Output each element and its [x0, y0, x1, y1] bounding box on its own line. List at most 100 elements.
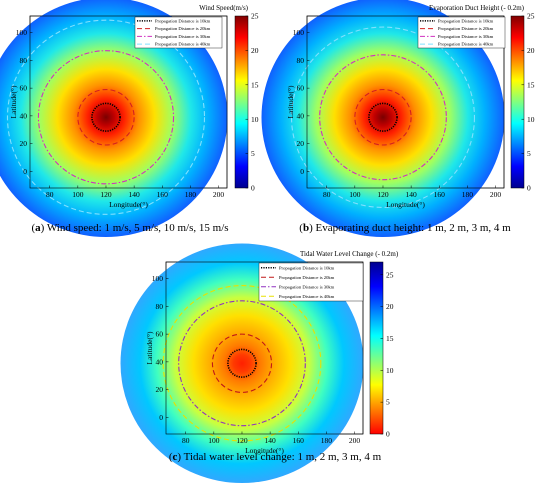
- y-tick-label: 0: [159, 413, 163, 422]
- y-tick-label: 60: [20, 84, 28, 93]
- contour-4-line: [290, 26, 475, 208]
- caption-paren: (: [169, 451, 173, 463]
- contour-1-line: [91, 102, 121, 132]
- x-tick-label: 120: [236, 436, 248, 445]
- panel-letter: a: [35, 222, 41, 234]
- x-tick-label: 120: [100, 190, 112, 199]
- legend-entry: Propagation Distance is 10km: [155, 18, 211, 23]
- panel-caption: (a) Wind speed: 1 m/s, 5 m/s, 10 m/s, 15…: [31, 222, 228, 234]
- y-tick-label: 80: [156, 302, 164, 311]
- colorbar: [369, 261, 384, 435]
- legend-entry: Propagation Distance is 40km: [438, 42, 494, 47]
- x-tick-label: 100: [208, 436, 220, 445]
- colorbar-tick-label: 20: [251, 46, 259, 55]
- caption-text: ) Wind speed: 1 m/s, 5 m/s, 10 m/s, 15 m…: [41, 222, 229, 234]
- y-tick-label: 0: [300, 167, 304, 176]
- axes-border: [306, 15, 505, 189]
- colorbar-title: Evaporation Duct Height (- 0.2m): [429, 4, 525, 12]
- y-tick-label: 80: [20, 56, 28, 65]
- legend-box: [417, 16, 506, 49]
- y-tick-label: 100: [16, 28, 28, 37]
- x-tick-label: 140: [129, 190, 141, 199]
- legend-entry: Propagation Distance is 30km: [155, 34, 211, 39]
- legend-entry: Propagation Distance is 10km: [279, 265, 335, 270]
- colorbar-tick-label: 5: [527, 149, 531, 158]
- legend: Propagation Distance is 10km Propagation …: [417, 16, 506, 49]
- caption-paren: (: [299, 222, 303, 234]
- legend-box: [134, 16, 223, 49]
- x-tick-label: 100: [72, 190, 84, 199]
- contour-2-line: [77, 88, 135, 146]
- colorbar-tick-label: 0: [251, 184, 255, 193]
- legend-entry: Propagation Distance is 10km: [438, 18, 494, 23]
- colorbar-title: Tidal Water Level Change (- 0.2m): [300, 250, 399, 258]
- colorbar-tick-label: 5: [251, 149, 255, 158]
- x-tick-label: 180: [462, 190, 474, 199]
- legend-entry: Propagation Distance is 20km: [438, 26, 494, 31]
- heatmap-field: [0, 0, 228, 237]
- y-tick-label: 60: [297, 84, 305, 93]
- legend: Propagation Distance is 10km Propagation …: [258, 262, 364, 302]
- y-tick-label: 40: [20, 111, 28, 120]
- x-axis-label: Longitude(°): [109, 200, 148, 209]
- y-tick-label: 0: [23, 167, 27, 176]
- y-tick-label: 100: [293, 28, 305, 37]
- colorbar-tick-label: 10: [527, 115, 535, 124]
- chart-panel-3: 80 100 120 140 160 180 200020406080100Longitud…: [120, 243, 399, 484]
- y-tick-label: 100: [152, 274, 164, 283]
- legend-entry: Propagation Distance is 30km: [279, 284, 335, 289]
- contour-4-line: [162, 285, 322, 442]
- colorbar-tick-label: 0: [527, 184, 531, 193]
- heatmap-field: [120, 243, 364, 484]
- panel-caption: (b) Evaporating duct height: 1 m, 2 m, 3…: [299, 222, 511, 234]
- contour-3-line: [319, 54, 447, 181]
- legend-entry: Propagation Distance is 20km: [279, 275, 335, 280]
- contour-3-line: [178, 300, 306, 427]
- y-tick-label: 60: [156, 330, 164, 339]
- contour-4-line: [6, 19, 206, 215]
- y-axis-label: Latitude(°): [9, 85, 18, 118]
- colorbar-title: Wind Speed(m/s): [199, 4, 249, 12]
- y-tick-label: 40: [156, 357, 164, 366]
- colorbar: [234, 15, 249, 189]
- y-tick-label: 80: [297, 56, 305, 65]
- legend-entry: Propagation Distance is 40km: [279, 294, 335, 299]
- legend-entry: Propagation Distance is 30km: [438, 34, 494, 39]
- x-tick-label: 160: [157, 190, 169, 199]
- heatmap-field: [261, 0, 505, 237]
- y-tick-label: 20: [20, 139, 28, 148]
- y-axis-label: Latitude(°): [145, 331, 154, 364]
- x-tick-label: 100: [349, 190, 361, 199]
- x-tick-label: 80: [182, 436, 190, 445]
- axes-border: [29, 15, 228, 189]
- y-tick-label: 20: [297, 139, 305, 148]
- colorbar-tick-label: 25: [386, 270, 394, 279]
- legend-entry: Propagation Distance is 40km: [155, 42, 211, 47]
- panel-letter: b: [303, 222, 309, 234]
- colorbar-tick-label: 20: [527, 46, 535, 55]
- contour-2-line: [211, 333, 273, 393]
- legend-box: [258, 262, 364, 302]
- colorbar-tick-label: 20: [386, 302, 394, 311]
- x-tick-label: 160: [293, 436, 305, 445]
- colorbar-tick-label: 15: [386, 334, 394, 343]
- x-tick-label: 180: [321, 436, 333, 445]
- x-axis-label: Longitude(°): [245, 446, 284, 455]
- x-tick-label: 160: [434, 190, 446, 199]
- chart-panel-1: 80 100 120 140 160 180 200020406080100Longitud…: [0, 0, 259, 237]
- x-tick-label: 140: [406, 190, 418, 199]
- y-tick-label: 20: [156, 385, 164, 394]
- colorbar-tick-label: 5: [386, 398, 390, 407]
- caption-paren: (: [31, 222, 35, 234]
- contour-1-line: [368, 102, 398, 132]
- legend: Propagation Distance is 10km Propagation …: [134, 16, 223, 49]
- x-tick-label: 200: [490, 190, 502, 199]
- x-tick-label: 120: [377, 190, 389, 199]
- colorbar-tick-label: 0: [386, 430, 390, 439]
- colorbar-tick-label: 25: [251, 12, 259, 21]
- contour-3-line: [37, 50, 175, 185]
- colorbar-tick-label: 15: [527, 80, 535, 89]
- y-axis-label: Latitude(°): [286, 85, 295, 118]
- caption-text: ) Tidal water level change: 1 m, 2 m, 3 …: [177, 451, 381, 463]
